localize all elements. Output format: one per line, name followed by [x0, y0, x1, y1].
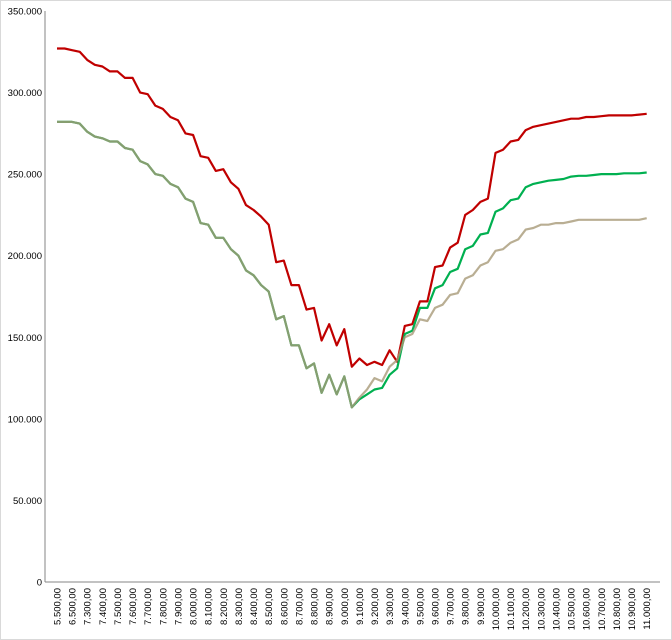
x-tick-label: 6.500,00 [68, 588, 79, 625]
y-tick-label: 50.000 [13, 496, 42, 507]
x-tick-label: 7.600,00 [128, 588, 139, 625]
y-tick-label: 150.000 [8, 333, 42, 344]
x-tick-label: 5.500,00 [53, 588, 64, 625]
x-tick-label: 7.500,00 [113, 588, 124, 625]
x-tick-label: 9.500,00 [415, 588, 426, 625]
x-tick-label: 10.300,00 [536, 588, 547, 630]
x-tick-label: 9.200,00 [370, 588, 381, 625]
x-tick-label: 9.600,00 [431, 588, 442, 625]
x-tick-label: 8.400,00 [249, 588, 260, 625]
x-tick-label: 8.900,00 [325, 588, 336, 625]
y-tick-label: 100.000 [8, 414, 42, 425]
x-tick-label: 9.700,00 [446, 588, 457, 625]
series-line-tan [57, 120, 647, 409]
x-tick-label: 8.500,00 [264, 588, 275, 625]
x-tick-label: 8.700,00 [294, 588, 305, 625]
x-tick-label: 7.700,00 [143, 588, 154, 625]
x-tick-label: 11.000,00 [642, 588, 653, 630]
x-tick-label: 8.300,00 [234, 588, 245, 625]
x-tick-label: 9.400,00 [400, 588, 411, 625]
x-tick-label: 10.500,00 [567, 588, 578, 630]
x-tick-label: 10.100,00 [506, 588, 517, 630]
x-tick-label: 10.900,00 [627, 588, 638, 630]
y-tick-label: 200.000 [8, 251, 42, 262]
x-tick-label: 9.900,00 [476, 588, 487, 625]
x-tick-label: 7.900,00 [173, 588, 184, 625]
x-tick-label: 10.600,00 [582, 588, 593, 630]
y-tick-label: 350.000 [8, 7, 42, 18]
x-tick-label: 10.000,00 [491, 588, 502, 630]
y-tick-label: 300.000 [8, 88, 42, 99]
y-tick-label: 250.000 [8, 170, 42, 181]
x-tick-label: 10.200,00 [521, 588, 532, 630]
y-tick-label: 0 [37, 578, 42, 589]
x-tick-label: 10.800,00 [612, 588, 623, 630]
x-tick-label: 7.300,00 [83, 588, 94, 625]
x-tick-label: 10.700,00 [597, 588, 608, 630]
x-tick-label: 9.000,00 [340, 588, 351, 625]
x-tick-label: 10.400,00 [551, 588, 562, 630]
series-line-red [57, 47, 647, 368]
x-tick-label: 7.800,00 [158, 588, 169, 625]
x-tick-label: 9.300,00 [385, 588, 396, 625]
x-tick-label: 8.000,00 [189, 588, 200, 625]
x-tick-label: 8.800,00 [310, 588, 321, 625]
x-tick-label: 8.100,00 [204, 588, 215, 625]
x-tick-label: 9.100,00 [355, 588, 366, 625]
x-tick-label: 8.200,00 [219, 588, 230, 625]
x-tick-label: 8.600,00 [279, 588, 290, 625]
x-tick-label: 9.800,00 [461, 588, 472, 625]
x-tick-label: 7.400,00 [98, 588, 109, 625]
